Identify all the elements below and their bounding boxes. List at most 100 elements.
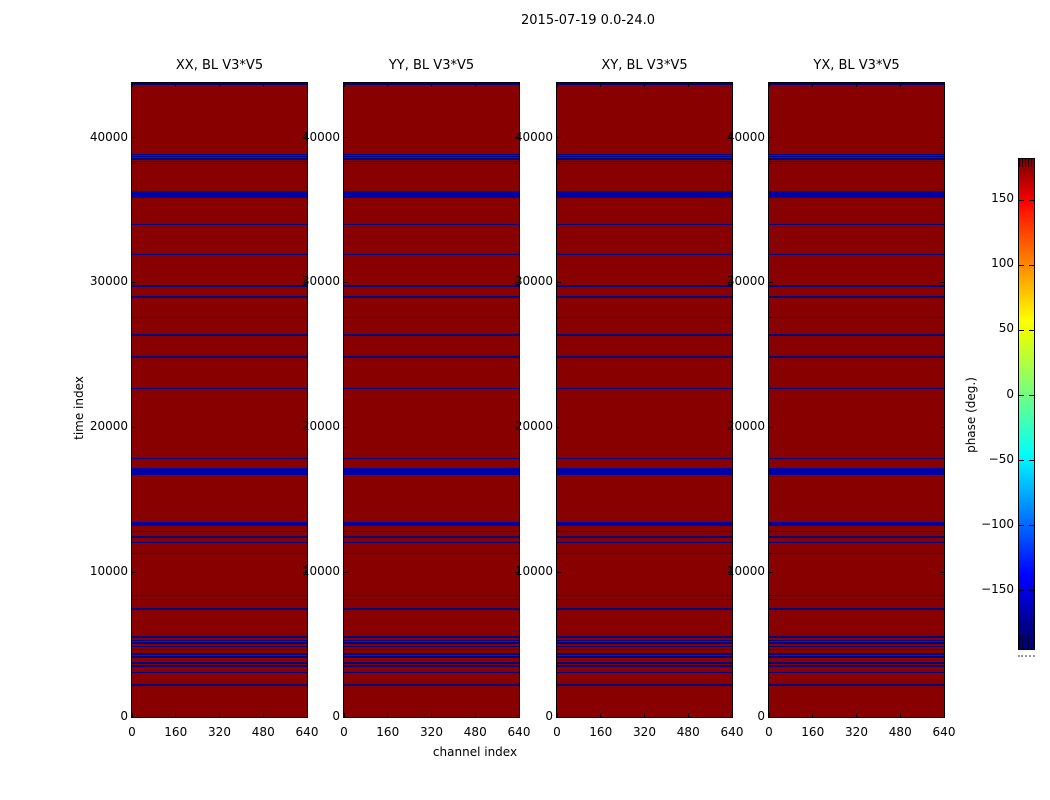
stripe	[132, 356, 307, 358]
y-tick	[515, 426, 519, 428]
stripe	[344, 153, 519, 156]
stripe	[132, 653, 307, 655]
stripe	[557, 665, 732, 667]
stripe	[344, 662, 519, 664]
stripe	[557, 642, 732, 644]
stripe	[769, 648, 944, 650]
stripe	[557, 645, 732, 647]
stripe	[132, 608, 307, 610]
colorbar-tick	[1019, 590, 1024, 592]
colorbar	[1018, 158, 1035, 650]
x-axis-label: channel index	[432, 745, 518, 759]
stripe	[132, 316, 307, 319]
x-tick	[262, 713, 264, 717]
stripe	[557, 671, 732, 674]
x-tick	[131, 83, 133, 87]
stripe	[557, 541, 732, 544]
stripe	[557, 153, 732, 156]
x-tick-label: 640	[295, 725, 319, 739]
x-tick-label: 480	[463, 725, 487, 739]
y-tick-label: 10000	[726, 564, 765, 579]
colorbar-tick	[1029, 525, 1034, 527]
x-tick	[306, 83, 308, 87]
y-tick	[303, 281, 307, 283]
stripe	[769, 190, 944, 198]
x-tick	[175, 713, 177, 717]
stripe	[769, 254, 944, 256]
y-tick	[303, 571, 307, 573]
stripe	[557, 190, 732, 198]
x-tick-label: 0	[340, 725, 348, 739]
y-tick-label: 30000	[726, 274, 765, 289]
stripe	[557, 639, 732, 641]
stripe	[132, 153, 307, 156]
y-tick	[557, 281, 561, 283]
y-tick-label: 0	[757, 709, 765, 723]
colorbar-tick	[1029, 329, 1034, 331]
stripe	[132, 552, 307, 555]
x-tick-label: 480	[888, 725, 912, 739]
stripe	[769, 153, 944, 156]
y-tick-label: 20000	[89, 419, 128, 434]
stripe	[344, 639, 519, 641]
colorbar-tick	[1029, 199, 1034, 201]
y-tick-label: 20000	[514, 419, 553, 434]
stripe	[769, 598, 944, 601]
x-tick	[518, 713, 520, 717]
x-tick	[219, 713, 220, 717]
x-tick	[687, 713, 689, 717]
stripe	[769, 639, 944, 641]
stripe	[769, 636, 944, 638]
stripe	[132, 223, 307, 226]
stripe	[557, 684, 732, 686]
stripe	[769, 642, 944, 644]
x-tick	[474, 713, 476, 717]
stripe	[769, 387, 944, 390]
colorbar-tick	[1019, 199, 1024, 201]
x-tick-label: 160	[164, 725, 188, 739]
y-tick-label: 10000	[89, 564, 128, 579]
y-tick	[132, 281, 136, 283]
x-tick-label: 320	[208, 725, 231, 739]
colorbar-tick-label: 0	[1006, 386, 1014, 401]
x-tick	[644, 83, 645, 87]
colorbar-tick	[1029, 264, 1034, 266]
colorbar-hatch-bottom	[1019, 635, 1034, 649]
panel-title: XX, BL V3*V5	[175, 58, 264, 73]
panel-title: YY, BL V3*V5	[388, 58, 475, 73]
x-tick	[943, 83, 945, 87]
y-tick	[344, 281, 348, 283]
stripe	[132, 254, 307, 256]
x-tick	[856, 83, 857, 87]
stripe	[132, 671, 307, 674]
panel-yy: YY, BL V3*V5 0 160 320 480 640 0 10000 20000 300…	[302, 58, 531, 739]
stripe	[344, 653, 519, 655]
stripe	[769, 645, 944, 647]
stripe	[132, 594, 307, 597]
stripe	[557, 162, 732, 165]
stripe	[344, 223, 519, 226]
x-tick	[899, 713, 901, 717]
y-tick-label: 40000	[89, 129, 128, 144]
stripe	[769, 665, 944, 667]
x-tick	[768, 713, 770, 717]
colorbar-tick	[1019, 395, 1024, 396]
stripe	[769, 662, 944, 664]
x-tick	[731, 713, 733, 717]
y-tick-label: 0	[120, 709, 128, 723]
x-tick-label: 0	[765, 725, 773, 739]
stripe	[557, 356, 732, 358]
colorbar-tick	[1019, 264, 1024, 266]
y-tick	[132, 571, 136, 573]
stripe	[557, 156, 732, 158]
x-tick-label: 480	[676, 725, 700, 739]
stripe	[344, 645, 519, 647]
colorbar-dotted-line	[1018, 655, 1035, 657]
stripe	[769, 468, 944, 476]
x-tick	[262, 83, 264, 87]
y-tick	[728, 137, 732, 139]
y-tick	[940, 716, 944, 718]
y-tick-label: 40000	[301, 129, 340, 144]
stripe	[769, 160, 944, 163]
